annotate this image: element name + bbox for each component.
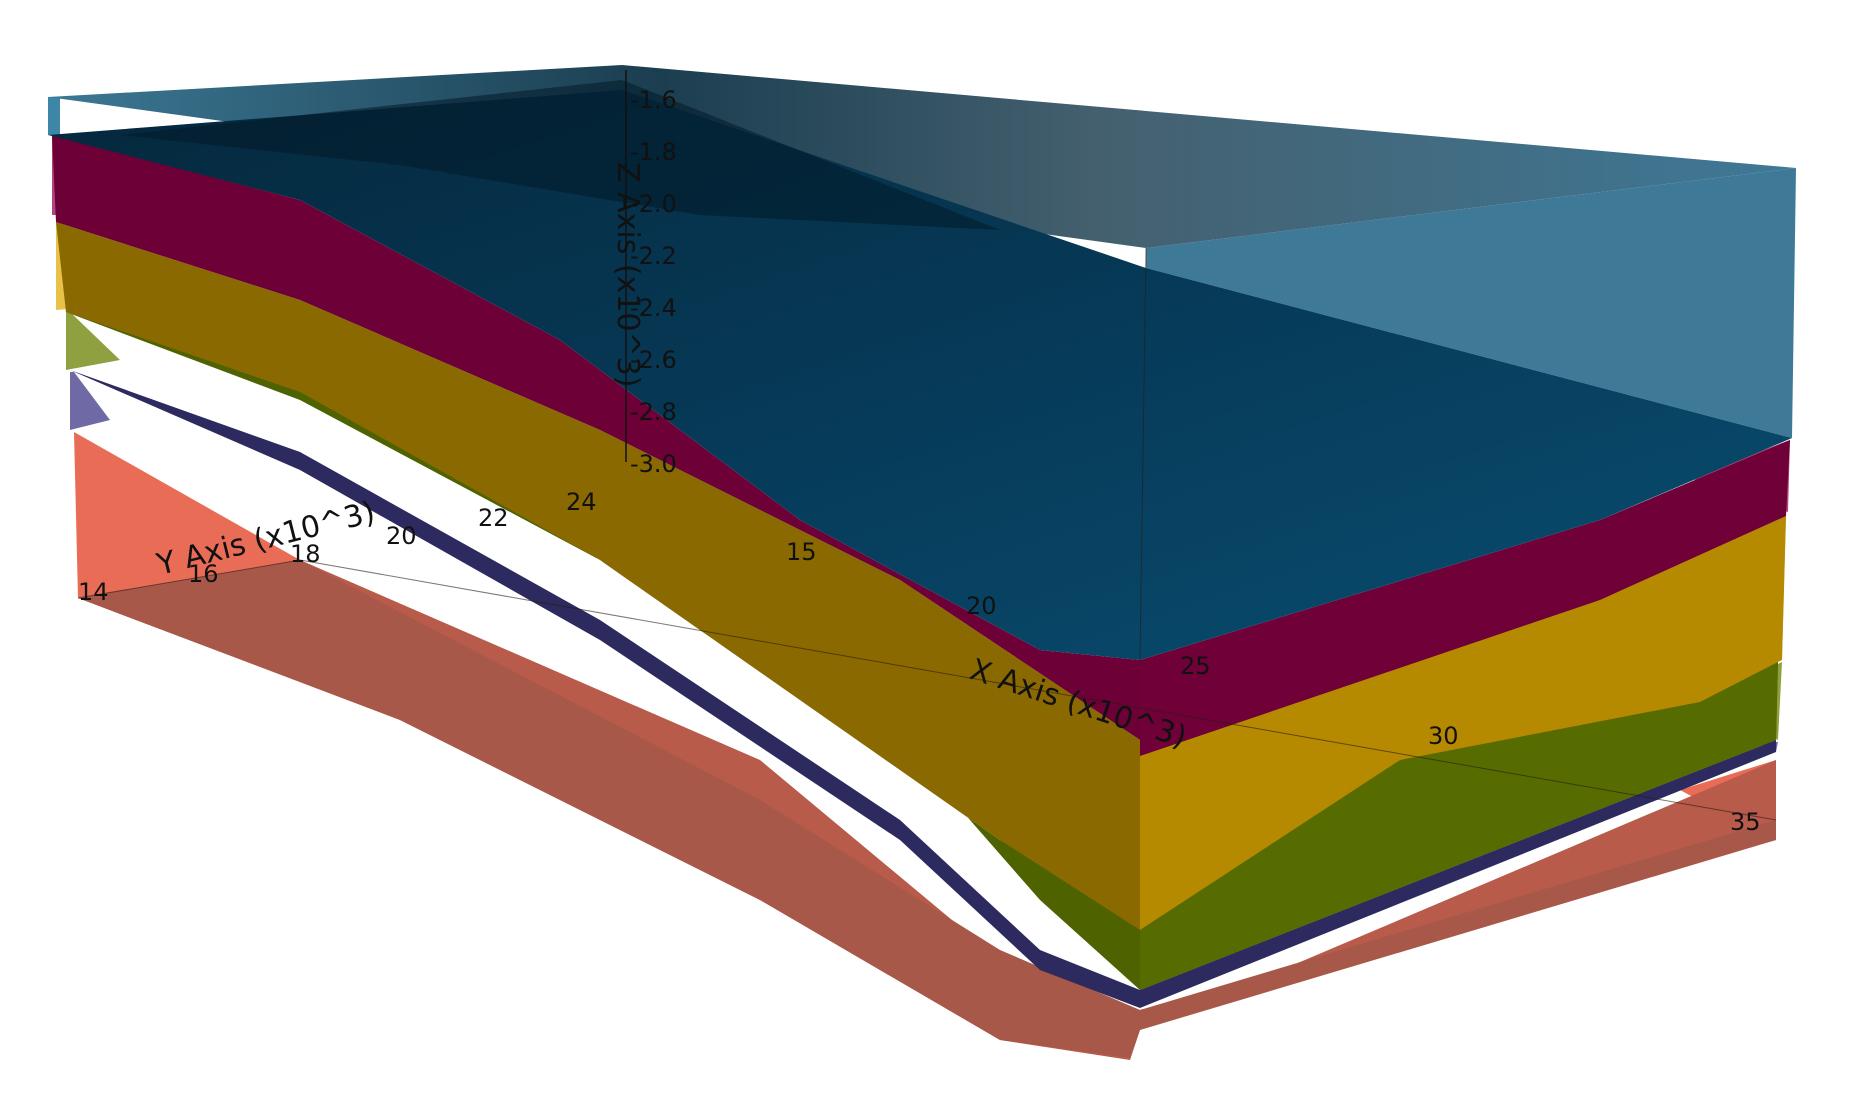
z-tick-label: -2.6 xyxy=(630,346,677,374)
layer-top-body[interactable] xyxy=(48,90,1792,660)
left-strip-olive xyxy=(66,312,120,370)
z-tick-label: -2.4 xyxy=(630,294,677,322)
layer-top-shadow xyxy=(120,80,1000,230)
z-tick-label: -3.0 xyxy=(630,450,677,478)
left-strip-top xyxy=(48,97,60,135)
x-tick-label: 20 xyxy=(966,592,997,620)
x-tick-label: 25 xyxy=(1180,652,1211,680)
layer-purple[interactable] xyxy=(70,370,1776,1008)
y-tick-label: 24 xyxy=(566,488,597,516)
x-tick-label: 35 xyxy=(1730,808,1761,836)
layer-olive-right[interactable] xyxy=(1140,662,1778,990)
y-tick-label: 20 xyxy=(386,522,417,550)
z-tick-label: -2.8 xyxy=(630,398,677,426)
box-edges xyxy=(77,247,1777,821)
z-tick-label: -2.2 xyxy=(630,242,677,270)
y-tick-label: 16 xyxy=(188,560,219,588)
y-tick-label: 22 xyxy=(478,504,509,532)
x-tick-label: 30 xyxy=(1428,722,1459,750)
y-tick-label: 18 xyxy=(290,540,321,568)
layer-stack[interactable] xyxy=(48,65,1796,1060)
z-tick-label: -1.6 xyxy=(630,86,677,114)
x-tick-label: 15 xyxy=(786,538,817,566)
layer-salmon-front[interactable] xyxy=(78,560,1776,1058)
z-tick-label: -2.0 xyxy=(630,190,677,218)
z-axis-title: Z Axis (x10^3) xyxy=(610,162,645,387)
layer-magenta[interactable] xyxy=(52,135,1140,740)
z-tick-label: -1.8 xyxy=(630,138,677,166)
layer-yellow-right[interactable] xyxy=(1140,516,1786,930)
left-strip-purple xyxy=(70,372,110,430)
right-strip-top xyxy=(1146,168,1796,438)
z-axis: -1.6 -1.8 -2.0 -2.2 -2.4 -2.6 -2.8 -3.0 … xyxy=(610,70,677,478)
y-tick-label: 14 xyxy=(78,578,109,606)
left-strip-salmon xyxy=(74,432,300,598)
layer-yellow[interactable] xyxy=(56,222,1140,930)
layer-magenta-right[interactable] xyxy=(1140,440,1790,756)
